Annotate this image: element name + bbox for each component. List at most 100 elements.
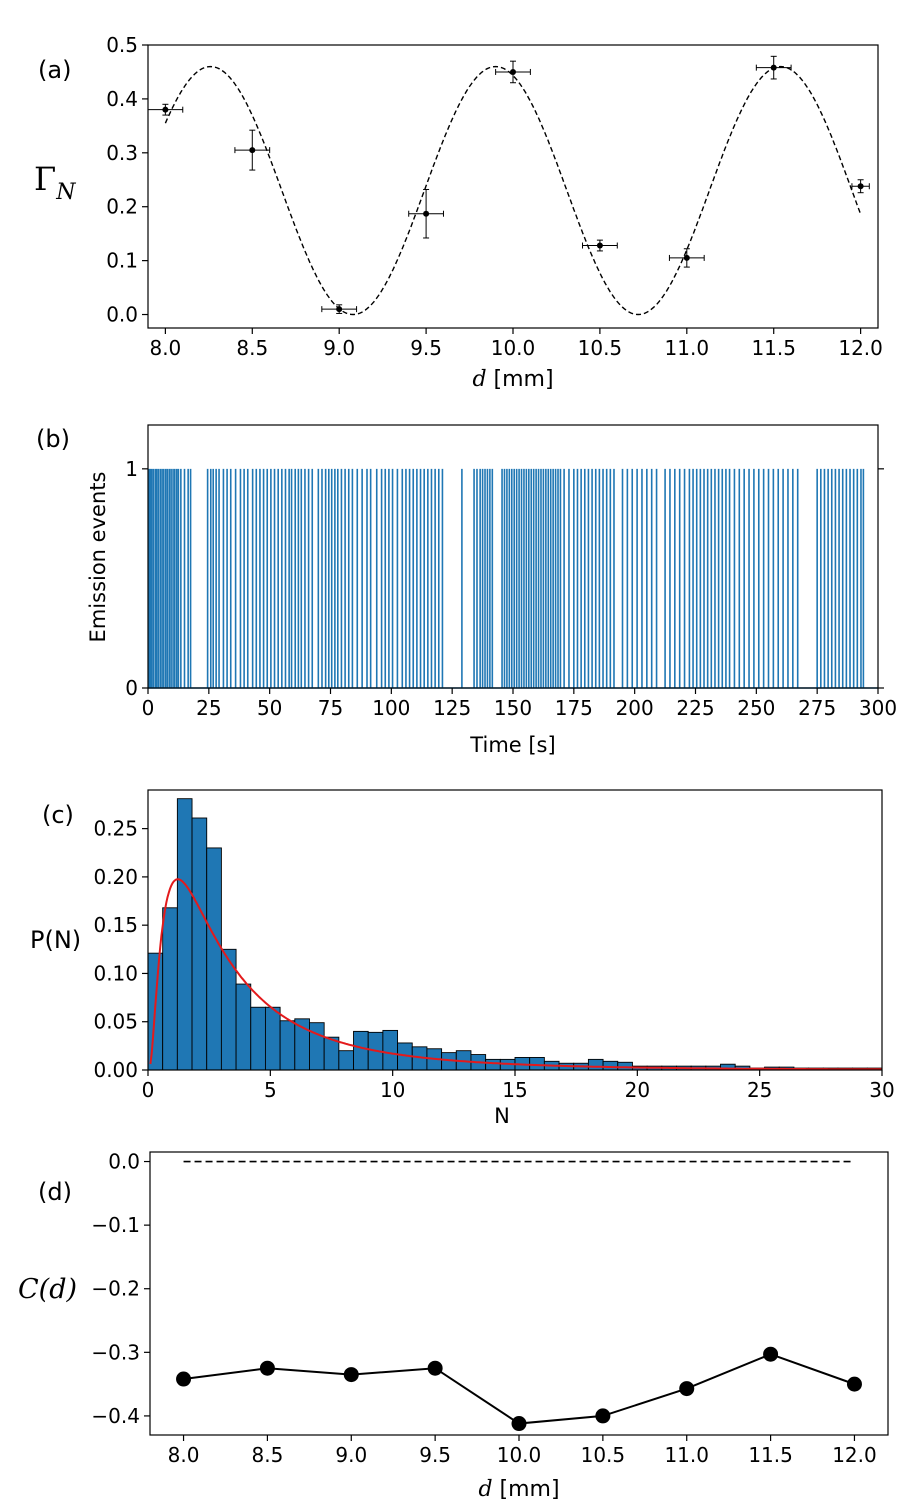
- x-tick-label: 200: [616, 696, 654, 720]
- panel-a-data-point: [851, 179, 870, 194]
- panel-d-data-point: [511, 1416, 527, 1432]
- panel-c-ylabel: P(N): [30, 926, 81, 954]
- histogram-bar: [338, 1050, 354, 1071]
- y-tick-label: 0.20: [93, 865, 138, 889]
- panel-d-xlabel: d [mm]: [478, 1477, 559, 1502]
- panel-d-series-line: [183, 1353, 855, 1425]
- x-tick-label: 10.5: [581, 1443, 626, 1467]
- panel-b-events: [147, 468, 865, 688]
- histogram-bar: [162, 907, 178, 1071]
- histogram-bar: [602, 1060, 619, 1071]
- x-tick-label: 11.0: [665, 336, 710, 360]
- y-tick-label: −0.1: [91, 1213, 140, 1237]
- x-tick-label: 25: [747, 1078, 772, 1102]
- panel-d-data-point: [679, 1381, 695, 1397]
- x-tick-label: 225: [676, 696, 714, 720]
- marker: [162, 106, 169, 113]
- ylabel-main: Γ: [34, 160, 56, 198]
- panel-d-data-point: [176, 1371, 192, 1387]
- y-tick-label: 0.00: [93, 1058, 138, 1082]
- panel-d-data-point: [427, 1360, 443, 1376]
- y-tick-label: 1: [125, 457, 138, 481]
- x-tick-label: 15: [502, 1078, 527, 1102]
- marker: [423, 210, 430, 217]
- y-tick-label: 0.25: [93, 817, 138, 841]
- y-tick-label: 0.10: [93, 961, 138, 985]
- x-tick-label: 25: [196, 696, 221, 720]
- x-tick-label: 9.5: [410, 336, 442, 360]
- x-tick-label: 10: [380, 1078, 405, 1102]
- x-tick-label: 10.0: [491, 336, 536, 360]
- panel-2-ticks: 0 5 10 15 20 25 30 0.00 0.05 0.10 0.15 0.20 0.25: [93, 817, 894, 1102]
- panel-1-ticks: 0 25 50 75 100 125 150 175 200 225 250 275 300 0 1: [125, 457, 897, 720]
- panel-c-bars: [147, 798, 883, 1071]
- y-tick-label: 0.5: [106, 33, 138, 57]
- x-tick-label: 12.0: [832, 1443, 877, 1467]
- panel-a-data-point: [147, 103, 184, 116]
- histogram-bar: [264, 1006, 281, 1071]
- marker: [683, 254, 690, 261]
- x-tick-label: 9.0: [323, 336, 355, 360]
- panel-c-label: (c): [42, 801, 74, 829]
- panel-a-ylabel: ΓN: [34, 160, 76, 205]
- panel-a-data-point: [234, 129, 271, 171]
- panel-a-label: (a): [38, 56, 71, 84]
- histogram-bar: [250, 1006, 266, 1071]
- panel-d-data-point: [259, 1360, 275, 1376]
- panel-a-data-point: [755, 55, 792, 80]
- histogram-bar: [191, 817, 208, 1071]
- panel-b-ylabel: Emission events: [86, 472, 110, 643]
- xlabel-unit: [mm]: [487, 367, 554, 392]
- panel-a-xlabel: d [mm]: [472, 367, 553, 392]
- x-tick-label: 125: [433, 696, 471, 720]
- panel-b-xlabel: Time [s]: [469, 733, 555, 757]
- histogram-bar: [235, 983, 252, 1071]
- x-tick-label: 30: [869, 1078, 894, 1102]
- x-tick-label: 150: [494, 696, 532, 720]
- x-tick-label: 10.0: [497, 1443, 542, 1467]
- x-tick-label: 8.5: [252, 1443, 284, 1467]
- histogram-bar: [176, 798, 193, 1071]
- marker: [596, 242, 603, 249]
- y-tick-label: 0.3: [106, 141, 138, 165]
- y-tick-label: −0.3: [91, 1340, 140, 1364]
- panel-d-data-point: [763, 1346, 779, 1362]
- x-tick-label: 11.0: [664, 1443, 709, 1467]
- x-tick-label: 12.0: [838, 336, 883, 360]
- histogram-bar: [587, 1058, 604, 1071]
- x-tick-label: 5: [264, 1078, 277, 1102]
- histogram-bar: [309, 1022, 325, 1071]
- y-tick-label: −0.2: [91, 1277, 140, 1301]
- histogram-bar: [617, 1061, 633, 1071]
- y-tick-label: 0.0: [108, 1150, 140, 1174]
- y-tick-label: 0.1: [106, 249, 138, 273]
- marker: [770, 64, 777, 71]
- ylabel-sub: N: [55, 180, 76, 205]
- panel-3-ticks: 8.0 8.5 9.0 9.5 10.0 10.5 11.0 11.5 12.0 0.0 −0.1 −…: [91, 1150, 876, 1467]
- panel-a-data-point: [582, 239, 618, 252]
- histogram-bar: [206, 847, 222, 1071]
- panel-a-axes-frame: [147, 44, 879, 329]
- panel-a-data-point: [408, 188, 444, 239]
- y-tick-label: 0.15: [93, 913, 138, 937]
- histogram-bar: [353, 1030, 369, 1071]
- x-tick-label: 11.5: [751, 336, 796, 360]
- x-tick-label: 9.0: [335, 1443, 367, 1467]
- histogram-bar: [382, 1029, 399, 1071]
- histogram-bar: [279, 1020, 296, 1071]
- panel-d-data-point: [343, 1367, 359, 1383]
- y-tick-label: 0.0: [106, 303, 138, 327]
- panel-0-ticks: 8.0 8.5 9.0 9.5 10.0 10.5 11.0 11.5 12.0 0.0 0.1 0.…: [106, 33, 883, 360]
- x-tick-label: 100: [372, 696, 410, 720]
- panel-d-label: (d): [38, 1178, 72, 1206]
- panel-d-data-point: [846, 1376, 862, 1392]
- x-tick-label: 50: [257, 696, 282, 720]
- panel-b-label: (b): [36, 425, 70, 453]
- x-tick-label: 300: [859, 696, 897, 720]
- x-tick-label: 8.0: [149, 336, 181, 360]
- marker: [510, 68, 516, 75]
- panel-d-data-point: [595, 1408, 611, 1424]
- y-tick-label: 0: [125, 676, 138, 700]
- panel-a-fit-curve: [164, 65, 862, 316]
- histogram-bar: [485, 1058, 501, 1071]
